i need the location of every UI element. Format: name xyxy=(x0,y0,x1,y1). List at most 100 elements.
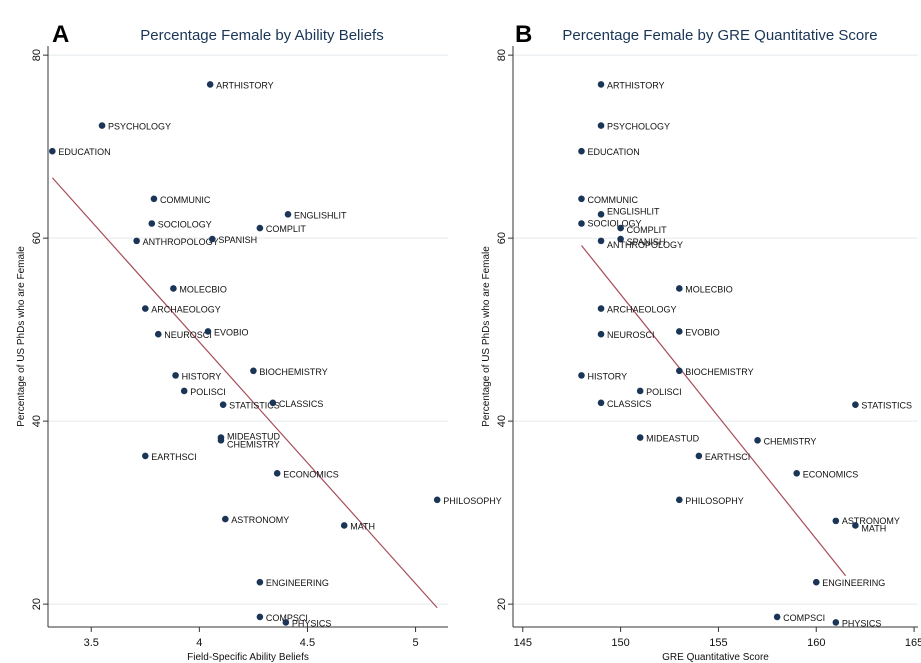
x-axis-label: Field-Specific Ability Beliefs xyxy=(187,652,309,663)
data-point xyxy=(206,81,214,88)
data-point xyxy=(578,220,585,227)
data-point-label: PSYCHOLOGY xyxy=(607,122,670,132)
data-point-label: PHILOSOPHY xyxy=(443,496,502,506)
data-point xyxy=(256,613,264,621)
y-axis-label: Percentage of US PhDs who are Female xyxy=(481,246,492,427)
fit-line xyxy=(581,245,847,577)
data-point-label: ENGINEERING xyxy=(822,578,885,588)
data-point-label: EARTHSCI xyxy=(151,452,196,462)
x-tick-label: 3.5 xyxy=(84,637,99,649)
data-point xyxy=(617,235,624,243)
data-point xyxy=(812,578,820,586)
data-point xyxy=(98,122,106,129)
data-point xyxy=(597,305,605,312)
x-tick-label: 5 xyxy=(413,637,419,649)
data-point-label: ARCHAEOLOGY xyxy=(607,305,677,315)
chart-title: Percentage Female by Ability Beliefs xyxy=(140,27,383,44)
data-point-label: SOCIOLOGY xyxy=(158,220,212,230)
data-point-label: SPANISH xyxy=(627,237,666,247)
data-point-label: BIOCHEMISTRY xyxy=(259,367,327,377)
data-point xyxy=(170,285,177,292)
y-tick-label: 60 xyxy=(496,232,508,244)
data-point xyxy=(340,522,348,529)
data-point xyxy=(256,224,264,232)
x-tick-label: 165 xyxy=(905,637,921,649)
data-point-label: HISTORY xyxy=(587,371,627,381)
y-tick-label: 20 xyxy=(496,598,508,610)
data-point xyxy=(773,613,781,621)
data-point-label: SPANISH xyxy=(218,235,257,245)
chart-panel-b: 20 40 60 80 145 150 155 160 165 GRE Quantitative … xyxy=(481,21,921,663)
data-point xyxy=(597,399,605,407)
data-point xyxy=(284,211,292,218)
data-point xyxy=(433,496,441,504)
data-point xyxy=(832,619,840,626)
data-point xyxy=(597,330,605,338)
data-point-label: SOCIOLOGY xyxy=(587,219,641,229)
data-point-label: ENGLISHLIT xyxy=(607,206,660,216)
data-point-label: CLASSICS xyxy=(279,399,324,409)
data-point-label: STATISTICS xyxy=(861,401,912,411)
data-point-label: NEUROSCI xyxy=(164,330,212,340)
chart-title: Percentage Female by GRE Quantitative Sc… xyxy=(562,27,877,44)
data-point-label: PSYCHOLOGY xyxy=(108,122,171,132)
x-tick-label: 150 xyxy=(611,637,629,649)
data-point xyxy=(597,122,605,129)
data-point-label: MATH xyxy=(350,521,375,531)
data-point-label: POLISCI xyxy=(190,387,226,397)
data-point xyxy=(578,372,585,379)
data-point-label: EDUCATION xyxy=(587,147,639,157)
x-tick-label: 160 xyxy=(807,637,825,649)
y-tick-label: 80 xyxy=(31,49,43,61)
data-point xyxy=(636,387,644,395)
data-point-label: ECONOMICS xyxy=(283,469,339,479)
panel-letter: A xyxy=(52,21,69,48)
x-tick-label: 155 xyxy=(709,637,727,649)
data-point xyxy=(204,328,212,335)
data-point-label: ECONOMICS xyxy=(803,469,859,479)
data-point xyxy=(754,437,761,444)
data-point-label: ANTHROPOLOGY xyxy=(607,240,683,250)
data-point-label: POLISCI xyxy=(646,387,682,397)
data-point xyxy=(154,330,162,338)
data-point-label: MATH xyxy=(861,523,886,533)
data-point xyxy=(676,285,683,292)
data-point-label: ARCHAEOLOGY xyxy=(151,305,221,315)
data-point xyxy=(852,401,859,408)
data-point-label: ASTRONOMY xyxy=(231,515,289,525)
y-tick-label: 60 xyxy=(31,232,43,244)
data-point-label: COMPLIT xyxy=(627,225,668,235)
data-point xyxy=(148,220,156,227)
data-point xyxy=(49,147,56,155)
y-axis-label: Percentage of US PhDs who are Female xyxy=(16,246,27,427)
data-point xyxy=(597,237,605,245)
data-point-label: EVOBIO xyxy=(685,327,720,337)
data-point xyxy=(282,619,290,626)
data-point xyxy=(597,81,605,88)
data-point xyxy=(636,434,644,441)
data-point xyxy=(832,517,840,525)
x-tick-label: 4.5 xyxy=(300,637,315,649)
data-point-label: MIDEASTUD xyxy=(227,432,281,442)
y-tick-label: 80 xyxy=(496,49,508,61)
data-point-label: ENGINEERING xyxy=(266,578,329,588)
data-point xyxy=(578,147,585,155)
data-point xyxy=(141,452,149,460)
data-point-label: CHEMISTRY xyxy=(764,436,817,446)
data-point xyxy=(219,401,227,408)
data-point xyxy=(578,195,585,203)
data-point xyxy=(221,515,229,523)
data-point-label: COMPSCI xyxy=(783,613,825,623)
data-point-label: CLASSICS xyxy=(607,399,652,409)
data-point xyxy=(617,224,624,232)
data-point-label: STATISTICS xyxy=(229,401,280,411)
data-point-label: COMMUNIC xyxy=(160,195,211,205)
data-point xyxy=(793,469,800,477)
data-point-label: ARTHISTORY xyxy=(216,80,274,90)
data-point-label: ENGLISHLIT xyxy=(294,210,347,220)
data-point-label: NEUROSCI xyxy=(607,330,655,340)
data-point-label: ARTHISTORY xyxy=(607,80,665,90)
data-point xyxy=(141,305,149,312)
x-axis-label: GRE Quantitative Score xyxy=(662,652,769,663)
